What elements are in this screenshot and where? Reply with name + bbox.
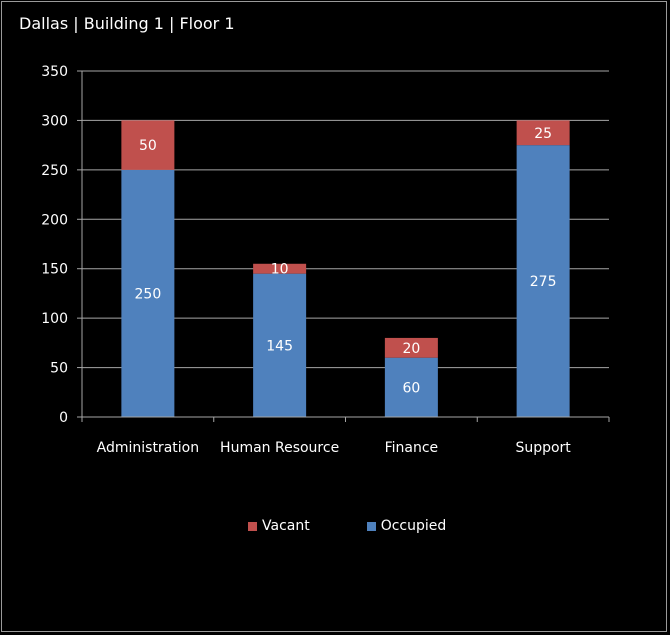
x-tick-label: Human Resource — [220, 440, 339, 456]
data-label: 60 — [402, 380, 420, 396]
axes: 0 50 100 150 200 250 300 350 Administration Human… — [41, 64, 610, 456]
x-tick-label: Finance — [385, 440, 439, 456]
bar-occupied-human-resource — [253, 273, 307, 417]
legend-swatch-vacant — [248, 521, 257, 531]
bar-vacant-administration — [121, 120, 175, 170]
y-tick-label: 150 — [41, 262, 68, 278]
x-tick-label: Support — [515, 440, 571, 456]
data-label: 50 — [139, 138, 157, 154]
y-tick-label: 250 — [41, 163, 68, 179]
data-label: 145 — [266, 338, 293, 354]
legend-swatch-occupied — [366, 521, 376, 531]
bar-occupied-administration — [121, 169, 175, 417]
legend-label-occupied: Occupied — [380, 518, 447, 534]
legend-item-occupied: Occupied — [366, 518, 447, 534]
bar-vacant-human-resource — [253, 263, 307, 274]
y-tick-label: 100 — [41, 311, 68, 327]
bar-occupied-finance — [384, 357, 438, 417]
legend-label-vacant: Vacant — [262, 518, 310, 534]
y-tick-label: 0 — [59, 410, 68, 426]
data-label: 275 — [530, 274, 557, 290]
y-tick-label: 300 — [41, 113, 68, 129]
bar-vacant-support — [516, 120, 570, 146]
bars — [121, 120, 570, 417]
bar-occupied-support — [516, 145, 570, 417]
y-tick-label: 50 — [50, 361, 68, 377]
data-label: 20 — [402, 341, 420, 357]
chart-title: Dallas | Building 1 | Floor 1 — [19, 14, 235, 33]
y-tick-label: 350 — [41, 64, 68, 80]
data-label: 250 — [135, 286, 162, 302]
bar-vacant-finance — [384, 337, 438, 358]
y-tick-label: 200 — [41, 212, 68, 228]
x-tick-label: Administration — [97, 440, 199, 456]
data-labels: 250 50 145 10 60 20 275 25 — [135, 126, 557, 397]
legend: Vacant Occupied — [248, 518, 503, 534]
data-label: 25 — [534, 126, 552, 142]
legend-item-vacant: Vacant — [248, 518, 310, 534]
data-label: 10 — [271, 262, 289, 278]
